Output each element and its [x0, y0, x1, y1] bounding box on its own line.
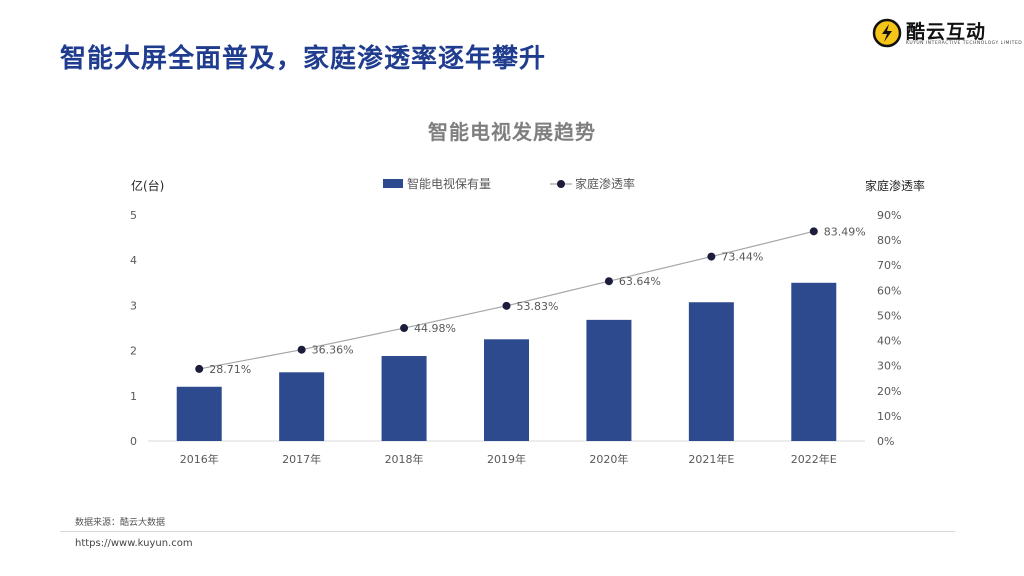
y-right-axis-title: 家庭渗透率 [865, 178, 925, 193]
page-title: 智能大屏全面普及，家庭渗透率逐年攀升 [60, 44, 547, 74]
legend-label-bar: 智能电视保有量 [407, 176, 491, 191]
logo-icon [872, 18, 902, 48]
y-right-tick-label: 70% [877, 259, 901, 272]
bar [688, 302, 734, 441]
logo: 酷云互动 KUYUN INTERACTIVE TECHNOLOGY LIMITE… [872, 16, 1022, 50]
bar [586, 319, 632, 441]
y-right-tick-label: 80% [877, 234, 901, 247]
y-right-tick-label: 30% [877, 360, 901, 373]
y-left-tick-label: 0 [130, 435, 137, 448]
line-point [707, 252, 716, 261]
y-right-tick-label: 50% [877, 309, 901, 322]
data-label: 44.98% [414, 322, 456, 335]
data-label: 63.64% [619, 275, 661, 288]
x-tick-label: 2019年 [487, 452, 526, 466]
y-left-tick-label: 3 [130, 299, 137, 312]
y-left-tick-label: 5 [130, 209, 137, 222]
line-point [297, 345, 306, 354]
footer-divider [60, 531, 955, 532]
y-right-tick-label: 90% [877, 209, 901, 222]
y-right-tick-label: 40% [877, 335, 901, 348]
x-tick-label: 2022年E [791, 452, 837, 466]
y-right-tick-label: 0% [877, 435, 894, 448]
data-label: 36.36% [312, 344, 354, 357]
line-point [809, 227, 818, 236]
legend-swatch-marker [557, 180, 565, 188]
x-tick-label: 2016年 [180, 452, 219, 466]
data-label: 73.44% [721, 251, 763, 264]
data-label: 28.71% [209, 363, 251, 376]
bar [279, 372, 325, 441]
y-right-tick-label: 10% [877, 410, 901, 423]
bar [381, 356, 427, 441]
footer-url[interactable]: https://www.kuyun.com [75, 538, 193, 549]
legend-swatch-bar [383, 179, 403, 188]
bar [484, 339, 529, 441]
y-left-tick-label: 2 [130, 345, 137, 358]
bar [176, 386, 222, 441]
line-point [195, 364, 204, 373]
x-tick-label: 2020年 [589, 452, 628, 466]
chart-title: 智能电视发展趋势 [428, 120, 596, 144]
line-point [400, 324, 409, 333]
x-tick-label: 2021年E [688, 452, 734, 466]
data-label: 53.83% [517, 300, 559, 313]
line-point [502, 301, 511, 310]
data-source-note: 数据来源：酷云大数据 [75, 518, 166, 528]
y-left-axis-title: 亿(台) [131, 178, 164, 193]
x-tick-label: 2017年 [282, 452, 321, 466]
x-tick-label: 2018年 [385, 452, 424, 466]
legend-label-line: 家庭渗透率 [575, 176, 635, 191]
y-right-tick-label: 60% [877, 284, 901, 297]
logo-subtext: KUYUN INTERACTIVE TECHNOLOGY LIMITED [906, 41, 1023, 46]
y-left-tick-label: 1 [130, 390, 137, 403]
bar [791, 282, 837, 441]
line-point [604, 277, 613, 286]
data-label: 83.49% [824, 225, 866, 238]
y-left-tick-label: 4 [130, 254, 137, 267]
logo-text: 酷云互动 [906, 21, 987, 43]
y-right-tick-label: 20% [877, 385, 901, 398]
